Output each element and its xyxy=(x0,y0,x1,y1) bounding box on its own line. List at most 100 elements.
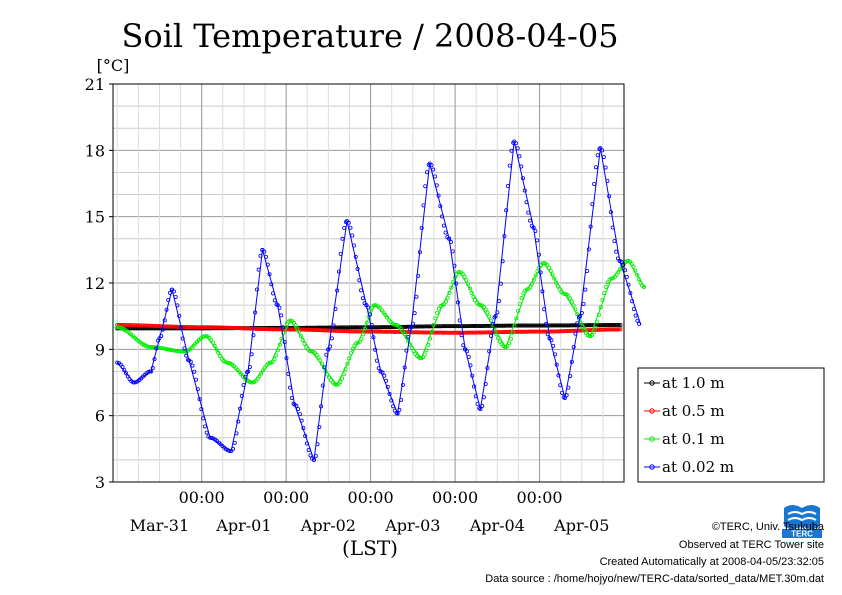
data-point xyxy=(561,291,566,296)
data-point xyxy=(548,268,553,273)
data-point xyxy=(357,278,362,283)
data-point xyxy=(326,347,331,352)
data-point xyxy=(472,384,477,389)
data-point xyxy=(325,372,330,377)
data-point xyxy=(604,284,609,289)
data-point xyxy=(400,382,405,387)
data-point xyxy=(164,347,169,352)
legend-swatch-marker xyxy=(649,436,655,442)
data-point xyxy=(322,365,327,370)
data-point xyxy=(505,344,510,349)
data-point xyxy=(589,333,594,338)
data-point xyxy=(562,395,567,400)
data-point xyxy=(347,356,352,361)
data-point xyxy=(214,347,219,352)
data-point xyxy=(328,344,333,349)
data-point xyxy=(443,299,448,304)
data-point xyxy=(254,287,259,292)
data-point xyxy=(162,318,167,323)
data-point xyxy=(281,331,286,336)
data-point xyxy=(593,325,598,330)
data-point xyxy=(457,269,462,274)
data-point xyxy=(413,351,418,356)
data-point xyxy=(283,325,288,330)
data-point xyxy=(194,377,199,382)
data-point xyxy=(338,379,343,384)
data-point xyxy=(243,374,248,379)
data-point xyxy=(473,298,478,303)
data-point xyxy=(411,349,416,354)
data-point xyxy=(504,208,509,213)
x-axis-label: (LST) xyxy=(342,536,398,560)
data-point xyxy=(524,200,529,205)
data-point xyxy=(286,371,291,376)
data-point xyxy=(352,243,357,248)
data-point xyxy=(586,247,591,252)
logo-text: TERC xyxy=(791,530,813,539)
data-point xyxy=(610,225,615,230)
data-point xyxy=(164,307,169,312)
data-point xyxy=(217,353,222,358)
data-point xyxy=(448,240,453,245)
data-point xyxy=(195,387,200,392)
data-point xyxy=(406,335,411,340)
data-point xyxy=(497,299,502,304)
data-point xyxy=(517,154,522,159)
data-point xyxy=(483,382,488,387)
data-point xyxy=(160,327,165,332)
data-point xyxy=(271,291,276,296)
data-point xyxy=(340,376,345,381)
data-point xyxy=(513,141,518,146)
data-point xyxy=(383,313,388,318)
data-point xyxy=(249,352,254,357)
data-point xyxy=(592,181,597,186)
data-point xyxy=(424,170,429,175)
data-point xyxy=(487,349,492,354)
data-point xyxy=(449,285,454,290)
y-axis-label: [°C] xyxy=(97,56,130,75)
data-point xyxy=(161,346,166,351)
data-point xyxy=(607,194,612,199)
data-point xyxy=(598,305,603,310)
data-point xyxy=(312,457,317,462)
data-point xyxy=(552,352,557,357)
data-point xyxy=(197,397,202,402)
data-point xyxy=(642,285,647,290)
data-point xyxy=(120,365,125,370)
data-point xyxy=(542,307,547,312)
data-point xyxy=(630,299,635,304)
data-point xyxy=(336,269,341,274)
data-point xyxy=(274,353,279,358)
data-point xyxy=(595,153,600,158)
data-point xyxy=(429,163,434,168)
data-point xyxy=(262,249,267,254)
data-point xyxy=(381,310,386,315)
data-point xyxy=(531,277,536,282)
data-point xyxy=(291,401,296,406)
data-point xyxy=(633,268,638,273)
data-point xyxy=(512,323,517,328)
data-point xyxy=(497,339,502,344)
data-point xyxy=(600,297,605,302)
data-point xyxy=(443,230,448,235)
data-point xyxy=(410,321,415,326)
data-point xyxy=(170,348,175,353)
data-point xyxy=(507,163,512,168)
data-point xyxy=(566,385,571,390)
data-point xyxy=(359,288,364,293)
legend-label: at 0.1 m xyxy=(662,430,725,448)
data-point xyxy=(402,365,407,370)
data-point xyxy=(350,346,355,351)
data-point xyxy=(145,344,150,349)
data-point xyxy=(550,272,555,277)
data-point xyxy=(588,224,593,229)
data-point xyxy=(122,367,127,372)
data-point xyxy=(241,383,246,388)
data-point xyxy=(495,310,500,315)
data-point xyxy=(485,310,490,315)
data-point xyxy=(478,407,483,412)
data-point xyxy=(582,328,587,333)
data-point xyxy=(526,210,531,215)
data-point xyxy=(541,261,546,266)
